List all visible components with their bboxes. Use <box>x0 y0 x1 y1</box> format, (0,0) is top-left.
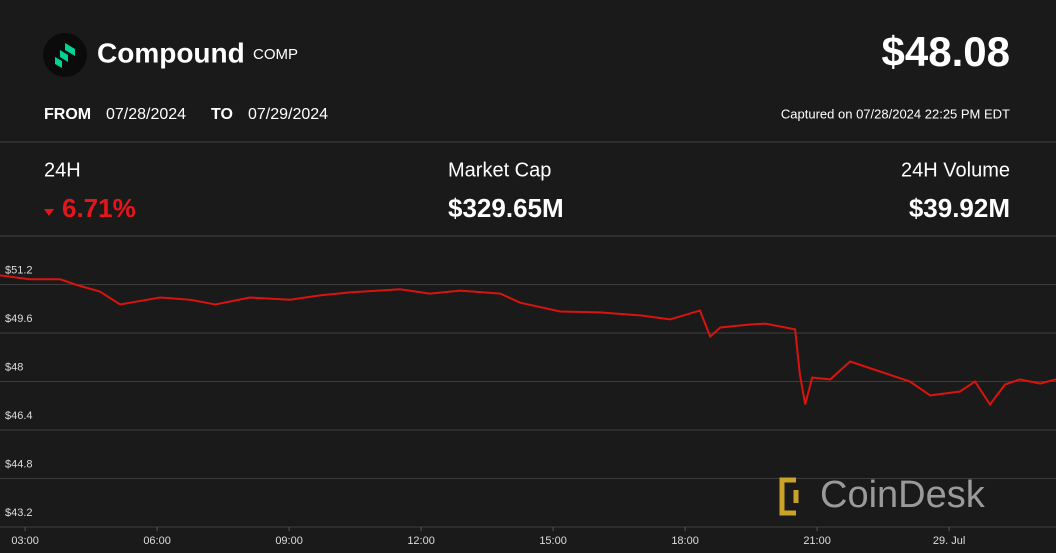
stat-label: 24H <box>44 159 81 181</box>
x-tick-label: 15:00 <box>539 535 567 547</box>
from-date: 07/28/2024 <box>106 106 186 123</box>
x-tick-label: 06:00 <box>143 535 171 547</box>
x-tick-label: 03:00 <box>11 535 39 547</box>
stat-value: 6.71% <box>62 193 136 223</box>
stat-label: Market Cap <box>448 159 551 181</box>
stat-value: $329.65M <box>448 193 564 223</box>
x-tick-label: 18:00 <box>671 535 699 547</box>
down-arrow <box>44 209 54 216</box>
logo-mark <box>55 43 75 68</box>
stat-value: $39.92M <box>909 193 1010 223</box>
y-tick-label: $43.2 <box>5 507 33 519</box>
y-tick-label: $44.8 <box>5 458 33 470</box>
y-tick-label: $51.2 <box>5 264 33 276</box>
x-tick-label: 12:00 <box>407 535 435 547</box>
captured: Captured on 07/28/2024 22:25 PM EDT <box>781 106 1010 121</box>
from-label: FROM <box>44 106 91 123</box>
coin-name: Compound <box>97 37 245 68</box>
to-label: TO <box>211 106 233 123</box>
watermark: CoinDesk <box>820 474 986 516</box>
x-tick-label: 21:00 <box>803 535 831 547</box>
to-date: 07/29/2024 <box>248 106 328 123</box>
x-tick-label: 29. Jul <box>933 535 965 547</box>
x-tick-label: 09:00 <box>275 535 303 547</box>
y-tick-label: $49.6 <box>5 313 33 325</box>
watermark-logo <box>779 477 799 516</box>
y-tick-label: $48 <box>5 361 23 373</box>
ticker: COMP <box>253 46 298 63</box>
price: $48.08 <box>882 28 1010 75</box>
price-line <box>0 274 1056 407</box>
y-tick-label: $46.4 <box>5 410 33 422</box>
stat-label: 24H Volume <box>901 159 1010 181</box>
